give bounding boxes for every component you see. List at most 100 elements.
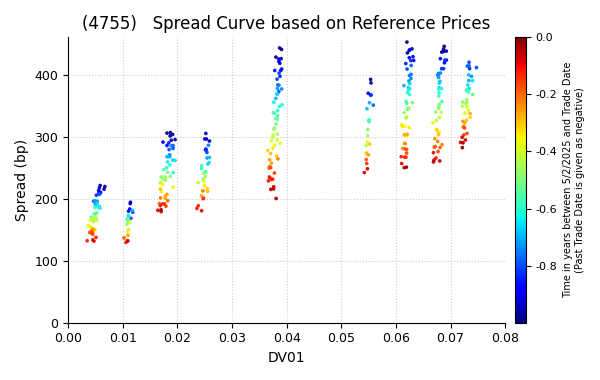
Point	[203, 185, 212, 192]
Point	[432, 127, 442, 133]
Point	[125, 219, 134, 225]
Point	[160, 201, 169, 207]
Point	[95, 205, 105, 211]
Point	[163, 169, 172, 175]
Point	[431, 117, 441, 124]
Point	[119, 235, 128, 241]
Point	[434, 130, 444, 136]
Point	[466, 114, 475, 120]
Point	[434, 80, 444, 86]
Point	[461, 117, 471, 124]
Point	[94, 188, 103, 194]
Point	[157, 180, 166, 186]
Point	[86, 214, 96, 220]
Point	[168, 142, 178, 149]
Point	[403, 50, 412, 56]
Point	[434, 70, 443, 76]
Point	[95, 182, 105, 188]
Point	[436, 70, 445, 76]
Point	[435, 144, 445, 150]
Point	[400, 165, 409, 171]
Point	[405, 81, 415, 87]
Point	[402, 100, 412, 106]
Point	[434, 105, 443, 111]
Point	[168, 184, 178, 190]
Point	[405, 73, 415, 79]
Point	[407, 46, 417, 52]
Point	[162, 192, 172, 198]
Point	[201, 147, 211, 153]
Point	[277, 86, 287, 92]
Point	[266, 138, 276, 144]
Point	[462, 87, 472, 93]
Point	[88, 232, 98, 238]
Point	[88, 237, 98, 243]
Point	[266, 160, 276, 166]
Point	[202, 155, 212, 161]
Point	[265, 157, 274, 163]
Point	[168, 146, 178, 152]
Point	[400, 140, 410, 146]
Point	[402, 115, 412, 121]
Point	[192, 205, 202, 211]
Point	[431, 109, 440, 115]
Point	[90, 227, 100, 233]
Point	[401, 60, 410, 66]
Point	[364, 152, 373, 158]
Point	[169, 169, 178, 176]
Point	[125, 199, 135, 205]
Point	[460, 120, 469, 126]
Point	[364, 118, 374, 124]
Point	[367, 92, 376, 98]
Point	[204, 160, 214, 166]
Point	[200, 174, 210, 180]
Point	[404, 105, 414, 111]
Point	[86, 228, 96, 234]
Point	[434, 90, 444, 96]
Point	[125, 206, 134, 212]
Point	[269, 184, 278, 190]
Point	[88, 228, 98, 234]
Point	[87, 230, 97, 236]
Point	[125, 201, 135, 207]
Point	[88, 226, 97, 232]
Point	[462, 87, 472, 93]
Point	[166, 143, 176, 149]
Point	[274, 82, 284, 88]
Point	[277, 66, 287, 72]
Point	[364, 119, 374, 125]
Point	[437, 98, 447, 104]
Point	[124, 208, 133, 214]
Point	[89, 211, 99, 217]
Point	[362, 133, 372, 139]
Point	[268, 176, 277, 182]
Point	[464, 89, 473, 95]
Point	[95, 191, 104, 197]
Point	[401, 115, 410, 121]
Point	[92, 192, 101, 198]
Point	[86, 217, 95, 223]
Point	[274, 103, 284, 109]
Point	[271, 95, 281, 101]
Point	[269, 126, 278, 132]
Point	[468, 91, 478, 97]
Point	[94, 205, 104, 211]
Point	[91, 217, 101, 223]
Point	[462, 104, 472, 110]
Point	[82, 238, 92, 244]
Point	[89, 226, 99, 232]
Point	[123, 238, 133, 244]
Point	[439, 66, 448, 72]
Point	[362, 160, 371, 166]
Point	[361, 157, 371, 163]
Point	[464, 59, 474, 65]
Point	[158, 139, 168, 145]
Point	[123, 232, 133, 238]
Point	[89, 216, 99, 222]
Point	[363, 127, 373, 133]
Point	[166, 130, 175, 136]
Point	[270, 67, 280, 73]
Point	[203, 188, 212, 195]
Point	[199, 176, 208, 182]
Point	[365, 117, 374, 123]
